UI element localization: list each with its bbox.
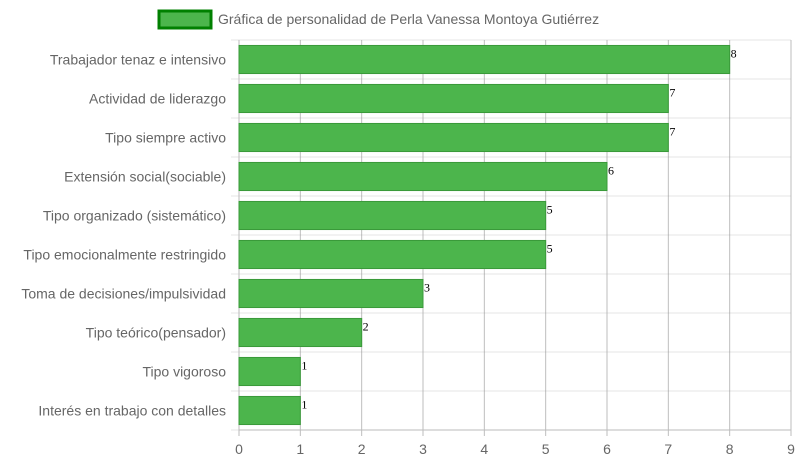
category-label: Actividad de liderazgo xyxy=(89,91,226,107)
bar[interactable] xyxy=(238,161,608,192)
bar[interactable] xyxy=(238,122,669,153)
category-label: Tipo emocionalmente restringido xyxy=(23,247,226,263)
category-label: Tipo vigoroso xyxy=(142,364,226,380)
data-label: 1 xyxy=(301,398,307,412)
x-tick-label: 3 xyxy=(419,441,427,457)
category-label: Tipo organizado (sistemático) xyxy=(43,208,226,224)
data-label: 1 xyxy=(301,359,307,373)
x-tick-labels: 0 1 2 3 4 5 6 7 8 9 xyxy=(235,441,795,457)
bar[interactable] xyxy=(238,83,669,114)
bar[interactable] xyxy=(238,44,731,75)
bar[interactable] xyxy=(238,317,363,348)
bar[interactable] xyxy=(238,278,424,309)
data-label: 2 xyxy=(363,320,369,334)
x-tick-label: 4 xyxy=(480,441,488,457)
x-tick-label: 8 xyxy=(726,441,734,457)
bars xyxy=(238,44,731,426)
data-label: 5 xyxy=(547,242,553,256)
data-label: 6 xyxy=(608,164,614,178)
category-labels: Trabajador tenaz e intensivo Actividad de… xyxy=(21,52,226,419)
data-label: 5 xyxy=(547,203,553,217)
legend-swatch xyxy=(157,9,213,30)
x-tick-label: 9 xyxy=(787,441,795,457)
legend-label: Gráfica de personalidad de Perla Vanessa… xyxy=(218,11,599,27)
data-label: 3 xyxy=(424,281,430,295)
data-labels: 8 7 7 6 5 5 3 2 1 1 xyxy=(301,47,736,412)
data-label: 7 xyxy=(669,125,675,139)
legend[interactable]: Gráfica de personalidad de Perla Vanessa… xyxy=(157,9,599,30)
data-label: 8 xyxy=(731,47,737,61)
category-label: Tipo siempre activo xyxy=(105,130,226,146)
category-label: Tipo teórico(pensador) xyxy=(86,325,226,341)
bar[interactable] xyxy=(238,200,547,231)
x-tick-label: 2 xyxy=(358,441,366,457)
x-tick-label: 6 xyxy=(603,441,611,457)
category-label: Toma de decisiones/impulsividad xyxy=(21,286,226,302)
category-label: Extensión social(sociable) xyxy=(64,169,226,185)
category-label: Trabajador tenaz e intensivo xyxy=(50,52,226,68)
x-tick-label: 1 xyxy=(296,441,304,457)
bar[interactable] xyxy=(238,239,547,270)
x-tick-label: 0 xyxy=(235,441,243,457)
x-tick-label: 5 xyxy=(542,441,550,457)
category-label: Interés en trabajo con detalles xyxy=(38,403,226,419)
bar[interactable] xyxy=(238,395,301,426)
bar[interactable] xyxy=(238,356,301,387)
data-label: 7 xyxy=(669,86,675,100)
x-tick-label: 7 xyxy=(664,441,672,457)
